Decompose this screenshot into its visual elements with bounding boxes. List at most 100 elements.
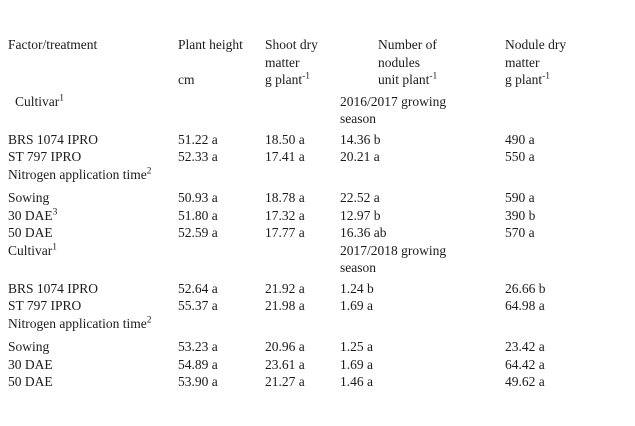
column-header-cell: Shoot dry matter <box>265 36 340 71</box>
factor-cell: BRS 1074 IPRO <box>8 131 178 149</box>
footnote-marker: 3 <box>52 207 58 217</box>
section-label-text: Cultivar <box>15 93 60 109</box>
empty-cell <box>265 242 340 280</box>
table-row: 50 DAE 53.90 a 21.27 a 1.46 a 49.62 a <box>8 373 633 391</box>
factor-label: ST 797 IPRO <box>8 149 82 164</box>
footnote-marker: 1 <box>59 93 64 103</box>
section-label-cell: Nitrogen application time2 <box>8 166 178 190</box>
table-section-row: Cultivar1 2017/2018 growing season <box>8 242 633 280</box>
nodule-dry-matter-value: 26.66 b <box>505 280 546 296</box>
table-units-row: cm g plant-1 unit plant-1 g plant-1 <box>8 71 633 93</box>
nodule-dry-matter-value: 64.98 a <box>505 298 545 313</box>
table-section-row: Cultivar1 2016/2017 growing season <box>8 93 633 131</box>
table-row: 50 DAE 52.59 a 17.77 a 16.36 ab 570 a <box>8 224 633 242</box>
column-header-shoot-dry-matter: Shoot dry matter <box>265 37 318 70</box>
plant-height-value: 53.90 a <box>178 374 218 389</box>
factor-cell: 50 DAE <box>8 224 178 242</box>
column-header-factor-treatment: Factor/treatment <box>8 37 98 52</box>
unit-nodule-dry-matter: g plant-1 <box>505 71 633 93</box>
footnote-marker: 2 <box>146 315 152 325</box>
empty-cell <box>178 315 265 339</box>
factor-label: BRS 1074 IPRO <box>8 280 99 296</box>
nodules-value: 1.69 a <box>340 298 373 313</box>
factor-label: 30 DAE <box>8 356 53 372</box>
plant-height-value: 53.23 a <box>178 339 218 354</box>
shoot-dry-matter-value: 17.32 a <box>265 207 305 223</box>
column-header-plant-height: Plant height <box>178 37 243 52</box>
factor-label: BRS 1074 IPRO <box>8 131 99 147</box>
section-label-cell: Cultivar1 <box>8 93 178 131</box>
empty-cell <box>265 315 340 339</box>
season-note: 2017/2018 growing season <box>340 242 447 276</box>
nodule-dry-matter-value: 490 a <box>505 131 535 147</box>
factor-label: 50 DAE <box>8 374 53 389</box>
plant-height-value: 52.64 a <box>178 280 218 296</box>
empty-cell <box>178 166 265 190</box>
unit-exponent: -1 <box>429 71 438 82</box>
column-header-cell: Plant height <box>178 36 265 71</box>
nodule-dry-matter-value: 23.42 a <box>505 339 545 354</box>
table-row: BRS 1074 IPRO 51.22 a 18.50 a 14.36 b 49… <box>8 131 633 149</box>
empty-cell <box>505 315 633 339</box>
nodule-dry-matter-value: 390 b <box>505 207 536 223</box>
nodules-value: 14.36 b <box>340 131 381 147</box>
shoot-dry-matter-value: 18.78 a <box>265 190 305 205</box>
unit-text: g plant <box>265 72 303 87</box>
column-header-cell: Nodule dry matter <box>505 36 633 71</box>
empty-cell <box>178 242 265 280</box>
factor-label: Sowing <box>8 190 50 205</box>
nodules-value: 12.97 b <box>340 207 381 223</box>
unit-exponent: -1 <box>302 71 311 82</box>
season-note-cell: 2017/2018 growing season <box>340 242 505 280</box>
nodule-dry-matter-value: 550 a <box>505 149 535 164</box>
nodule-dry-matter-value: 64.42 a <box>505 356 545 372</box>
table-row: Sowing 50.93 a 18.78 a 22.52 a 590 a <box>8 189 633 207</box>
shoot-dry-matter-value: 21.98 a <box>265 298 305 313</box>
nodule-dry-matter-value: 590 a <box>505 190 535 205</box>
empty-cell <box>505 93 633 131</box>
empty-cell <box>265 93 340 131</box>
empty-cell <box>505 242 633 280</box>
factor-cell: 30 DAE <box>8 356 178 374</box>
factor-label: 50 DAE <box>8 225 53 240</box>
footnote-marker: 2 <box>146 166 152 176</box>
column-header-cell: Factor/treatment <box>8 36 178 71</box>
factor-label: 30 DAE <box>8 207 53 223</box>
table-row: ST 797 IPRO 52.33 a 17.41 a 20.21 a 550 … <box>8 148 633 166</box>
unit-shoot-dry-matter: g plant-1 <box>265 71 340 93</box>
shoot-dry-matter-value: 21.92 a <box>265 280 305 296</box>
nodules-value: 1.46 a <box>340 374 373 389</box>
season-note: 2016/2017 growing season <box>340 93 447 127</box>
plant-height-value: 51.80 a <box>178 207 218 223</box>
nodules-value: 1.25 a <box>340 339 373 354</box>
table-row: BRS 1074 IPRO 52.64 a 21.92 a 1.24 b 26.… <box>8 280 633 298</box>
shoot-dry-matter-value: 20.96 a <box>265 339 305 354</box>
factor-cell: ST 797 IPRO <box>8 148 178 166</box>
section-label-text: Nitrogen application time <box>8 166 147 182</box>
section-label-cell: Nitrogen application time2 <box>8 315 178 339</box>
section-label: Nitrogen application time2 <box>8 166 153 184</box>
section-label: Cultivar1 <box>8 242 153 260</box>
season-note-cell: 2016/2017 growing season <box>340 93 505 131</box>
factor-cell: 30 DAE3 <box>8 207 178 225</box>
section-label-text: Nitrogen application time <box>8 315 147 331</box>
table-section-row: Nitrogen application time2 <box>8 315 633 339</box>
section-label: Cultivar1 <box>8 93 153 111</box>
table-row: 30 DAE 54.89 a 23.61 a 1.69 a 64.42 a <box>8 356 633 374</box>
factor-cell: ST 797 IPRO <box>8 297 178 315</box>
nodules-value: 20.21 a <box>340 149 380 164</box>
column-header-cell: Number of nodules <box>340 36 505 71</box>
empty-cell <box>505 166 633 190</box>
column-header-nodule-dry-matter: Nodule dry matter <box>505 37 567 70</box>
plant-height-value: 51.22 a <box>178 131 218 147</box>
plant-height-value: 52.33 a <box>178 149 218 164</box>
plant-height-value: 52.59 a <box>178 225 218 240</box>
unit-text: unit plant <box>378 72 430 87</box>
factor-cell: 50 DAE <box>8 373 178 391</box>
paper-table-page: Factor/treatment Plant height Shoot dry … <box>8 36 633 391</box>
column-header-number-of-nodules: Number of nodules <box>378 37 437 70</box>
table-row: ST 797 IPRO 55.37 a 21.98 a 1.69 a 64.98… <box>8 297 633 315</box>
factor-cell: BRS 1074 IPRO <box>8 280 178 298</box>
table-row: 30 DAE3 51.80 a 17.32 a 12.97 b 390 b <box>8 207 633 225</box>
factor-cell: Sowing <box>8 338 178 356</box>
